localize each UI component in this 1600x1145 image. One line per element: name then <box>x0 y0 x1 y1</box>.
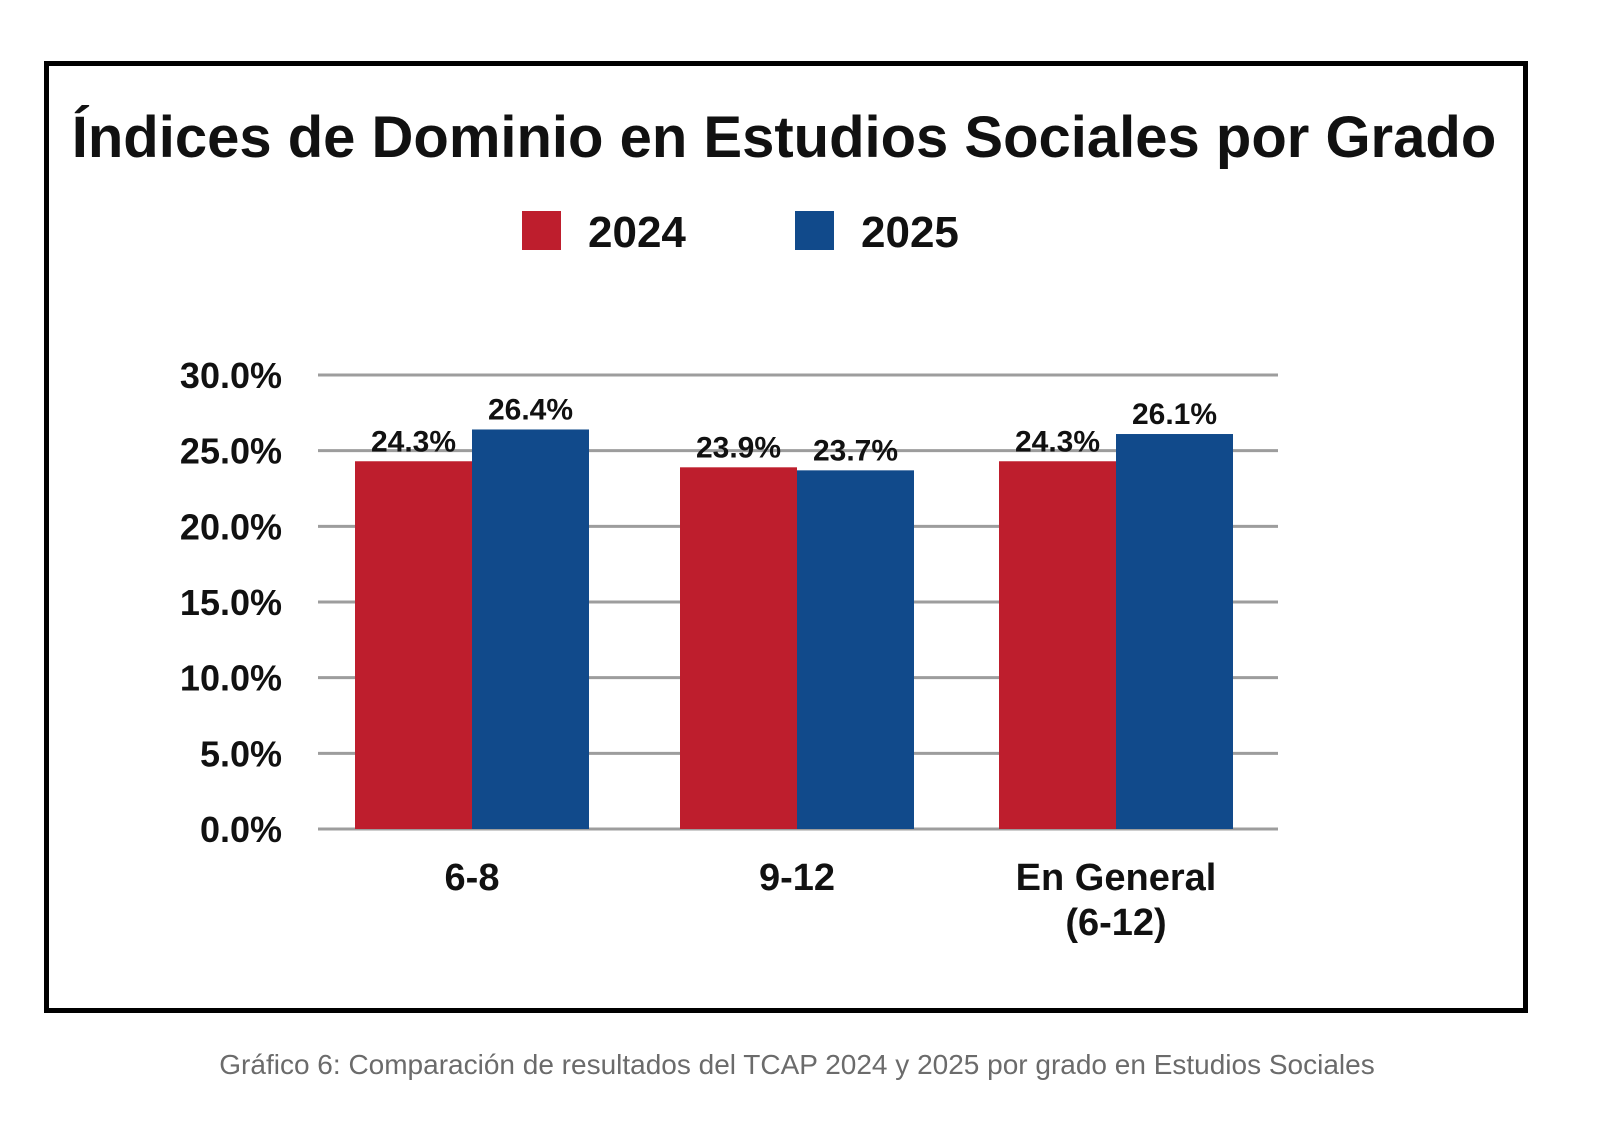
legend-swatch-2025 <box>795 211 834 250</box>
bar-2025-2 <box>1116 434 1233 829</box>
legend: 2024 2025 <box>522 208 959 257</box>
value-label: 26.4% <box>488 393 573 426</box>
bar-2024-0 <box>355 461 472 829</box>
y-tick-label: 15.0% <box>180 582 282 623</box>
legend-swatch-2024 <box>522 211 561 250</box>
chart-frame <box>44 61 1528 1013</box>
x-category-label: En General (6-12) <box>1016 857 1217 944</box>
y-axis-ticks: 0.0% 5.0% 10.0% 15.0% 20.0% 25.0% 30.0% <box>180 355 282 850</box>
value-label: 24.3% <box>1015 425 1100 458</box>
bars <box>355 429 1233 829</box>
bar-2025-1 <box>797 470 914 829</box>
legend-label-2024: 2024 <box>588 208 686 257</box>
y-tick-label: 20.0% <box>180 506 282 547</box>
x-category-label: 9-12 <box>759 857 835 899</box>
legend-label-2025: 2025 <box>861 208 959 257</box>
x-axis-categories: 6-8 9-12 En General (6-12) <box>445 857 1217 944</box>
value-labels: 24.3% 26.4% 23.9% 23.7% 24.3% 26.1% <box>371 393 1217 467</box>
value-label: 23.7% <box>813 434 898 467</box>
x-category-label: 6-8 <box>445 857 500 899</box>
bar-2024-2 <box>999 461 1116 829</box>
y-tick-label: 30.0% <box>180 355 282 396</box>
bar-2024-1 <box>680 467 797 829</box>
bar-2025-0 <box>472 429 589 829</box>
y-tick-label: 25.0% <box>180 431 282 472</box>
chart-title: Índices de Dominio en Estudios Sociales … <box>72 105 1497 170</box>
figure-caption: Gráfico 6: Comparación de resultados del… <box>219 1049 1374 1080</box>
y-tick-label: 0.0% <box>200 809 282 850</box>
value-label: 23.9% <box>696 431 781 464</box>
y-tick-label: 5.0% <box>200 733 282 774</box>
value-label: 26.1% <box>1132 398 1217 431</box>
value-label: 24.3% <box>371 425 456 458</box>
y-tick-label: 10.0% <box>180 658 282 699</box>
